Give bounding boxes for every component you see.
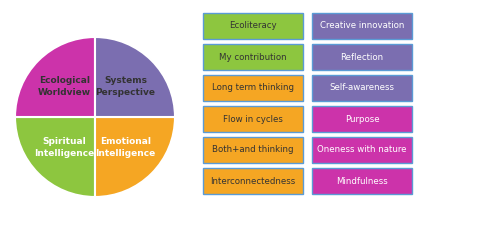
Text: Purpose: Purpose — [344, 114, 379, 124]
FancyBboxPatch shape — [203, 75, 302, 101]
Text: Self-awareness: Self-awareness — [329, 84, 394, 92]
FancyBboxPatch shape — [312, 168, 411, 194]
FancyBboxPatch shape — [312, 137, 411, 163]
Text: Systems
Perspective: Systems Perspective — [96, 77, 155, 96]
Text: My contribution: My contribution — [219, 52, 286, 62]
FancyBboxPatch shape — [203, 13, 302, 39]
Wedge shape — [15, 37, 95, 117]
FancyBboxPatch shape — [203, 168, 302, 194]
Text: Mindfulness: Mindfulness — [336, 176, 387, 186]
FancyBboxPatch shape — [312, 75, 411, 101]
Text: Creative innovation: Creative innovation — [319, 22, 403, 30]
Text: Interconnectedness: Interconnectedness — [210, 176, 295, 186]
FancyBboxPatch shape — [203, 44, 302, 70]
FancyBboxPatch shape — [312, 106, 411, 132]
Text: Reflection: Reflection — [340, 52, 383, 62]
Wedge shape — [15, 117, 95, 197]
Text: Spiritual
Intelligence: Spiritual Intelligence — [34, 138, 95, 157]
Text: Both+and thinking: Both+and thinking — [212, 146, 293, 154]
Text: Emotional
Intelligence: Emotional Intelligence — [95, 138, 156, 157]
Text: Long term thinking: Long term thinking — [212, 84, 293, 92]
FancyBboxPatch shape — [312, 44, 411, 70]
Text: Ecological
Worldview: Ecological Worldview — [38, 77, 91, 96]
Wedge shape — [95, 117, 175, 197]
FancyBboxPatch shape — [203, 137, 302, 163]
Text: Oneness with nature: Oneness with nature — [317, 146, 406, 154]
FancyBboxPatch shape — [203, 106, 302, 132]
Wedge shape — [95, 37, 175, 117]
FancyBboxPatch shape — [312, 13, 411, 39]
Text: Flow in cycles: Flow in cycles — [223, 114, 282, 124]
Text: Ecoliteracy: Ecoliteracy — [228, 22, 276, 30]
